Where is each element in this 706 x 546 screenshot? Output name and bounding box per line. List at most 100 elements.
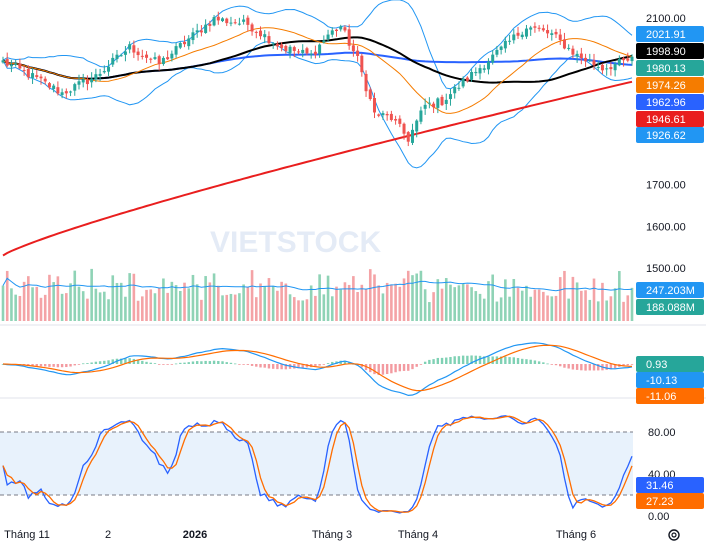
volume-bar bbox=[444, 278, 448, 321]
macd-histogram-bar bbox=[149, 362, 152, 364]
settings-gear-icon[interactable] bbox=[668, 529, 680, 541]
candle-body bbox=[495, 49, 499, 55]
candle-body bbox=[356, 50, 360, 56]
macd-histogram-bar bbox=[238, 364, 241, 365]
candle-body bbox=[22, 69, 26, 71]
volume-bar bbox=[432, 292, 435, 321]
ma100-badge-text: 1962.96 bbox=[646, 97, 686, 109]
last-close-badge bbox=[636, 60, 704, 76]
macd-histogram-bar bbox=[381, 364, 385, 375]
volume-bar bbox=[183, 282, 186, 321]
macd-histogram-bar bbox=[546, 363, 549, 365]
candle-body bbox=[288, 46, 292, 53]
macd-histogram-bar bbox=[267, 364, 271, 369]
volume-bar bbox=[124, 296, 127, 321]
candle-body bbox=[145, 54, 149, 58]
macd-histogram-bar bbox=[136, 359, 140, 364]
candle-body bbox=[140, 55, 144, 57]
volume-bar bbox=[141, 296, 144, 321]
macd-histogram-bar bbox=[162, 364, 165, 365]
candle-body bbox=[364, 73, 368, 92]
candle-body bbox=[630, 56, 634, 62]
candle-body bbox=[73, 84, 77, 91]
candle-body bbox=[457, 87, 461, 89]
volume-bar bbox=[216, 285, 220, 321]
candle-body bbox=[111, 57, 115, 65]
volume-ma-badge-text: 247.203M bbox=[646, 285, 695, 297]
volume-bar bbox=[86, 298, 89, 321]
macd-histogram-bar bbox=[200, 361, 203, 364]
candle-body bbox=[410, 129, 414, 143]
candle-body bbox=[330, 30, 334, 35]
volume-panel[interactable] bbox=[1, 268, 634, 321]
macd-histogram-bar bbox=[233, 363, 237, 365]
volume-bar bbox=[170, 281, 174, 321]
macd-histogram-bar bbox=[504, 356, 507, 364]
time-axis: Tháng 11 2 2026 Tháng 3 Tháng 4 Tháng 6 bbox=[4, 529, 596, 541]
volume-bar bbox=[368, 269, 372, 321]
volume-bar bbox=[200, 299, 203, 321]
volume-bar bbox=[145, 289, 148, 321]
macd-histogram-bar bbox=[179, 362, 182, 364]
macd-signal-line bbox=[2, 344, 633, 392]
candle-body bbox=[596, 67, 600, 69]
volume-bar bbox=[5, 270, 9, 321]
bollinger-lower-line bbox=[2, 41, 633, 169]
volume-bar bbox=[107, 299, 110, 321]
candle-body bbox=[423, 104, 427, 109]
volume-badge bbox=[636, 299, 704, 315]
candle-body bbox=[503, 40, 507, 49]
volume-bar bbox=[487, 281, 490, 321]
macd-histogram-bar bbox=[529, 359, 532, 364]
volume-bar bbox=[419, 270, 423, 321]
macd-histogram-bar bbox=[111, 359, 114, 364]
volume-bar bbox=[18, 295, 22, 321]
price-panel[interactable] bbox=[1, 0, 634, 257]
candle-body bbox=[161, 57, 165, 65]
volume-bar bbox=[35, 286, 39, 321]
candle-body bbox=[372, 97, 376, 113]
macd-histogram-bar bbox=[478, 355, 482, 364]
macd-histogram-bar bbox=[39, 364, 43, 367]
macd-histogram-bar bbox=[86, 363, 89, 364]
macd-histogram-bar bbox=[246, 364, 250, 365]
macd-panel[interactable] bbox=[1, 342, 634, 397]
candle-body bbox=[250, 24, 254, 32]
volume-bar bbox=[567, 298, 570, 321]
macd-histogram-bar bbox=[415, 364, 418, 367]
candle-body bbox=[440, 96, 444, 106]
macd-histogram-bar bbox=[322, 364, 326, 365]
macd-histogram-bar bbox=[301, 364, 304, 368]
macd-histogram-bar bbox=[183, 362, 186, 364]
volume-bar bbox=[339, 289, 343, 321]
volume-bar bbox=[440, 288, 444, 321]
macd-histogram-bar bbox=[297, 364, 300, 369]
candle-body bbox=[56, 87, 60, 94]
volume-bar bbox=[221, 295, 224, 321]
volume-bar bbox=[482, 298, 486, 321]
candle-body bbox=[385, 114, 389, 116]
volume-bar bbox=[187, 288, 191, 321]
volume-bar bbox=[347, 284, 351, 321]
gear-ring bbox=[668, 529, 680, 541]
candle-body bbox=[461, 78, 465, 87]
candle-body bbox=[191, 32, 195, 41]
macd-histogram-bar bbox=[550, 364, 553, 365]
candle-body bbox=[47, 83, 51, 88]
stochastic-panel[interactable] bbox=[0, 415, 633, 514]
candle-body bbox=[584, 57, 588, 62]
candle-body bbox=[343, 27, 347, 31]
volume-bar bbox=[309, 285, 313, 321]
candle-body bbox=[309, 53, 313, 55]
stochastic-d-badge bbox=[636, 493, 704, 509]
macd-histogram-bar bbox=[225, 362, 228, 364]
candle-body bbox=[204, 24, 208, 33]
macd-histogram-bar bbox=[103, 360, 106, 364]
candle-body bbox=[381, 113, 385, 116]
macd-histogram-bar bbox=[495, 356, 499, 364]
ma200-badge-text: 1946.61 bbox=[646, 114, 686, 126]
volume-bar bbox=[225, 294, 229, 321]
candle-body bbox=[491, 54, 495, 63]
volume-bar bbox=[466, 284, 469, 321]
